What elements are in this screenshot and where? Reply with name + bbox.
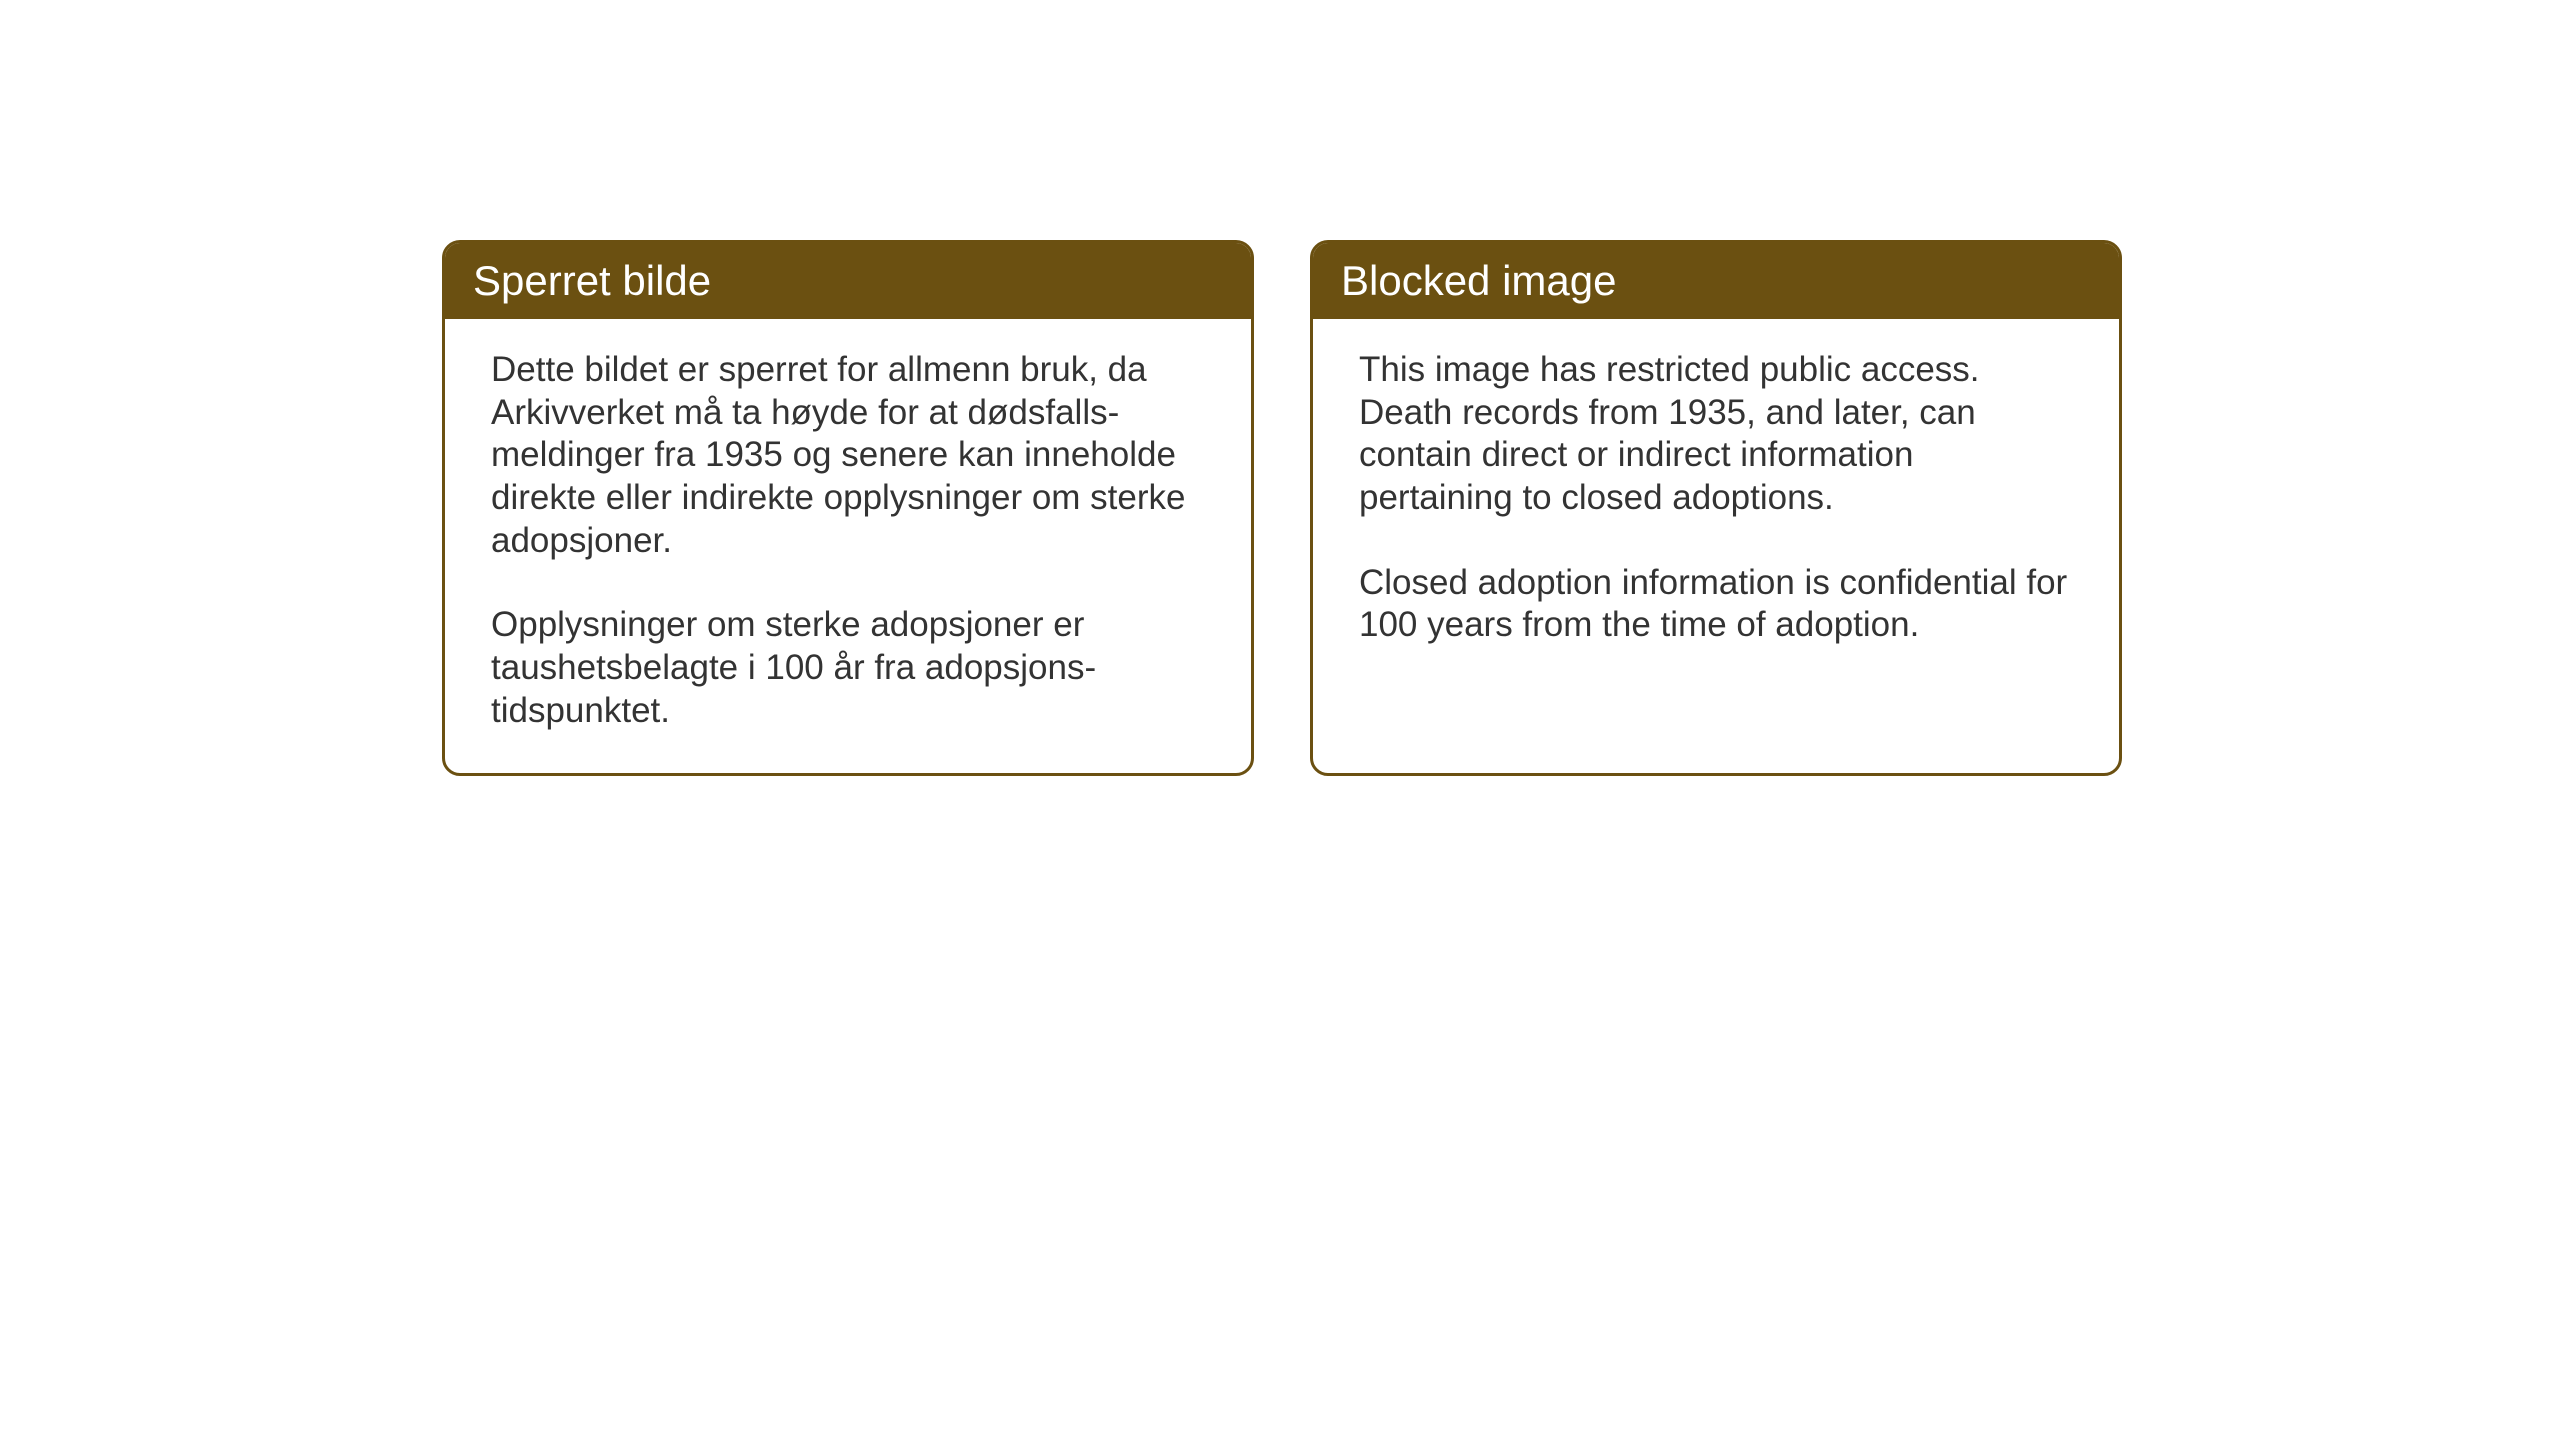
card-body-norwegian: Dette bildet er sperret for allmenn bruk… (445, 319, 1251, 773)
card-paragraph-norwegian-1: Dette bildet er sperret for allmenn bruk… (491, 349, 1205, 562)
notice-container: Sperret bilde Dette bildet er sperret fo… (442, 240, 2122, 776)
card-paragraph-norwegian-2: Opplysninger om sterke adopsjoner er tau… (491, 604, 1205, 732)
card-title-english: Blocked image (1341, 257, 1616, 304)
card-body-english: This image has restricted public access.… (1313, 319, 2119, 687)
card-paragraph-english-2: Closed adoption information is confident… (1359, 562, 2073, 647)
card-paragraph-english-1: This image has restricted public access.… (1359, 349, 2073, 520)
notice-card-norwegian: Sperret bilde Dette bildet er sperret fo… (442, 240, 1254, 776)
card-header-norwegian: Sperret bilde (445, 243, 1251, 319)
notice-card-english: Blocked image This image has restricted … (1310, 240, 2122, 776)
card-title-norwegian: Sperret bilde (473, 257, 711, 304)
card-header-english: Blocked image (1313, 243, 2119, 319)
